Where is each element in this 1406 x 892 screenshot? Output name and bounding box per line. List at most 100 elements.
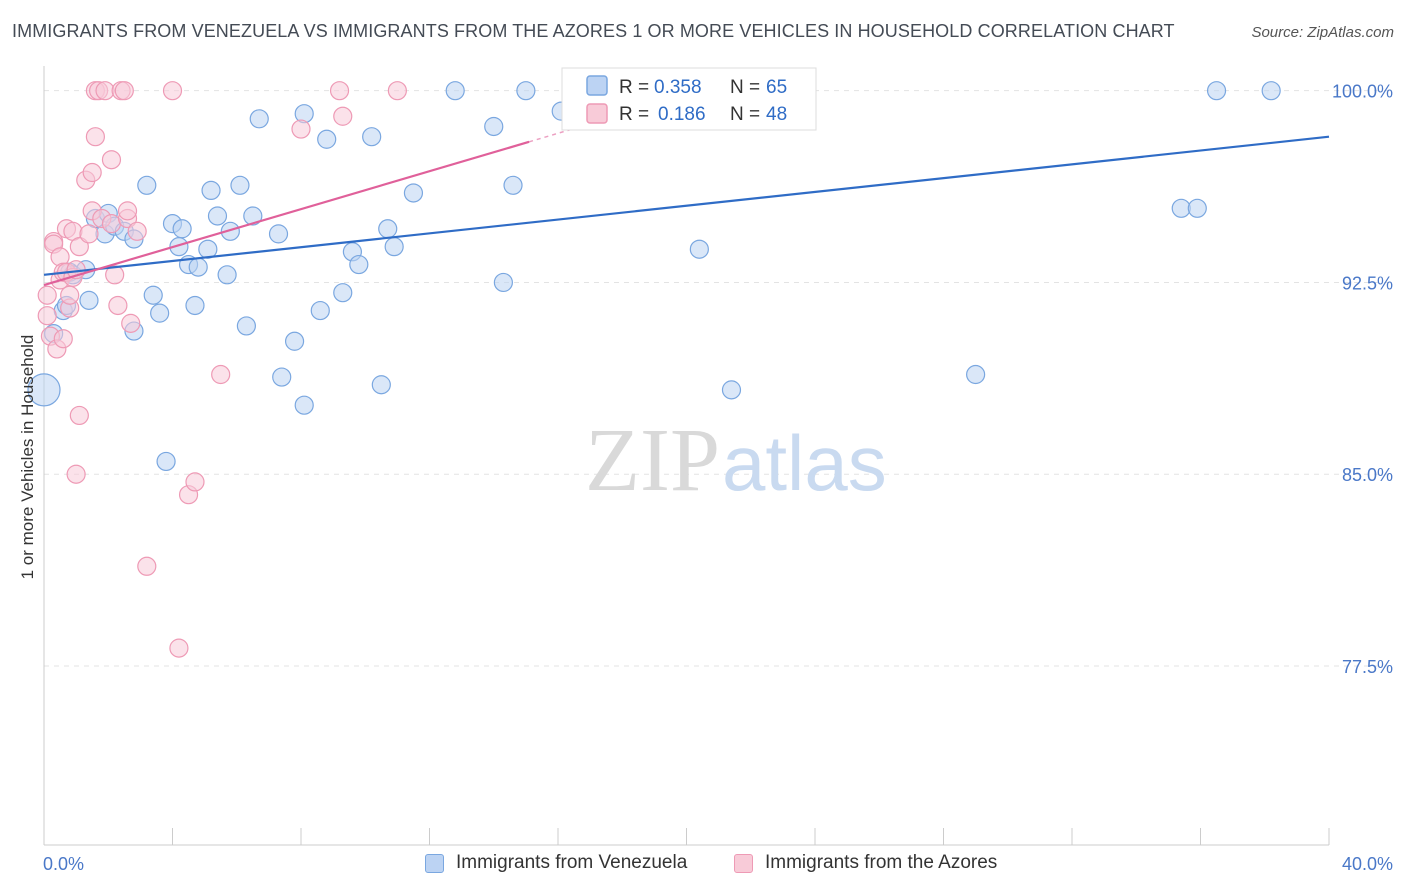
legend-r-value-venezuela: 0.358 [654, 77, 702, 98]
point-series0-51 [493, 272, 513, 293]
legend-n-value-azores: 48 [766, 104, 787, 125]
point-series0-35 [272, 367, 292, 387]
point-series1-36 [117, 201, 138, 221]
point-series1-44 [211, 364, 231, 385]
point-series1-19 [69, 237, 89, 257]
legend-r-value-azores: 0.186 [658, 104, 706, 125]
point-series1-40 [162, 81, 183, 101]
legend-label-venezuela: Immigrants from Venezuela [456, 852, 688, 873]
point-series1-41 [169, 638, 189, 658]
point-series0-52 [503, 175, 523, 195]
point-series0-44 [362, 127, 382, 147]
point-series0-36 [284, 331, 305, 351]
point-series1-21 [79, 224, 99, 244]
point-series1-16 [66, 464, 86, 484]
point-series0-50 [484, 116, 504, 137]
point-series1-34 [114, 81, 134, 101]
y-axis-title: 1 or more Vehicles in Household [18, 335, 37, 580]
point-series0-21 [172, 219, 192, 239]
chart-title: IMMIGRANTS FROM VENEZUELA VS IMMIGRANTS … [12, 21, 1175, 41]
point-series1-48 [387, 81, 407, 101]
point-series1-47 [333, 106, 353, 126]
point-series1-28 [95, 81, 115, 101]
point-series0-43 [349, 254, 369, 275]
point-series0-33 [249, 109, 269, 129]
point-series0-37 [294, 395, 314, 415]
legend-r-label-venezuela: R = [619, 77, 649, 98]
data-points [27, 81, 1281, 658]
point-series0-39 [310, 300, 330, 321]
point-series0-18 [156, 451, 176, 472]
point-series1-23 [82, 162, 102, 183]
point-series0-62 [1187, 198, 1207, 218]
point-series0-46 [378, 219, 398, 239]
point-series1-24 [85, 127, 106, 147]
point-series0-24 [188, 257, 208, 277]
point-series0-61 [1171, 198, 1191, 218]
legend-color-azores [734, 853, 753, 873]
point-series0-34 [268, 224, 289, 244]
y-tick-label-0: 77.5% [1342, 657, 1393, 677]
point-series1-13 [60, 285, 80, 305]
y-tick-labels: 77.5% 85.0% 92.5% 100.0% [1332, 82, 1393, 677]
series-legend: Immigrants from Venezuela Immigrants fro… [0, 852, 1406, 878]
axes [43, 66, 1330, 846]
point-series1-38 [127, 221, 147, 241]
watermark: ZIP atlas [585, 411, 887, 510]
point-series0-58 [689, 239, 709, 259]
y-tick-label-1: 85.0% [1342, 465, 1393, 485]
source-label: Source: ZipAtlas.com [1251, 24, 1394, 41]
trend-line-series0 [43, 135, 1330, 276]
point-series0-32 [243, 206, 263, 226]
watermark-zip: ZIP [585, 411, 720, 510]
point-series0-28 [217, 265, 237, 285]
point-series0-59 [721, 380, 742, 400]
legend-n-label-venezuela: N = [730, 77, 760, 98]
legend-swatch-venezuela [586, 75, 608, 96]
point-series1-37 [121, 313, 141, 333]
point-series0-48 [403, 183, 424, 203]
point-series0-60 [966, 364, 986, 385]
legend-label-azores: Immigrants from the Azores [765, 852, 998, 873]
legend-item-azores: Immigrants from the Azores [734, 852, 997, 874]
watermark-atlas: atlas [722, 419, 887, 507]
legend-color-venezuela [425, 853, 444, 873]
legend-item-venezuela: Immigrants from Venezuela [425, 852, 687, 874]
trend-line-series1 [43, 140, 530, 287]
legend-swatch-azores [586, 103, 608, 124]
point-series1-29 [101, 214, 122, 234]
point-series0-45 [371, 375, 391, 395]
point-series0-26 [201, 180, 221, 201]
point-series0-27 [207, 206, 228, 226]
point-series0-47 [384, 237, 404, 257]
point-series0-17 [150, 303, 170, 323]
point-series1-43 [185, 472, 205, 492]
point-series0-31 [236, 316, 256, 336]
x-tick-label-min: 0.0% [43, 854, 84, 874]
point-series1-32 [108, 295, 128, 316]
point-series0-15 [137, 175, 157, 195]
gridlines [44, 90, 1392, 667]
point-series0-41 [333, 283, 353, 303]
point-series0-63 [1206, 81, 1227, 101]
point-series0-16 [143, 285, 163, 305]
point-series1-45 [291, 119, 311, 139]
point-series1-1 [37, 306, 57, 326]
point-series0-40 [317, 129, 337, 149]
point-series0-0 [27, 373, 61, 407]
point-series1-30 [101, 150, 122, 170]
point-series0-49 [445, 81, 465, 101]
point-series0-23 [185, 295, 205, 316]
point-series1-39 [137, 556, 157, 576]
legend-n-value-venezuela: 65 [766, 77, 787, 98]
point-series1-31 [105, 265, 125, 285]
trend-lines [43, 115, 1330, 287]
y-tick-label-2: 92.5% [1342, 273, 1393, 293]
point-series0-53 [516, 81, 536, 101]
stats-legend: R = 0.358 N = 65 R = 0.186 N = 48 [561, 67, 817, 131]
point-series1-0 [37, 285, 57, 305]
x-tick-label-max: 40.0% [1342, 854, 1393, 874]
legend-n-label-azores: N = [730, 104, 760, 125]
point-series1-46 [329, 81, 350, 101]
